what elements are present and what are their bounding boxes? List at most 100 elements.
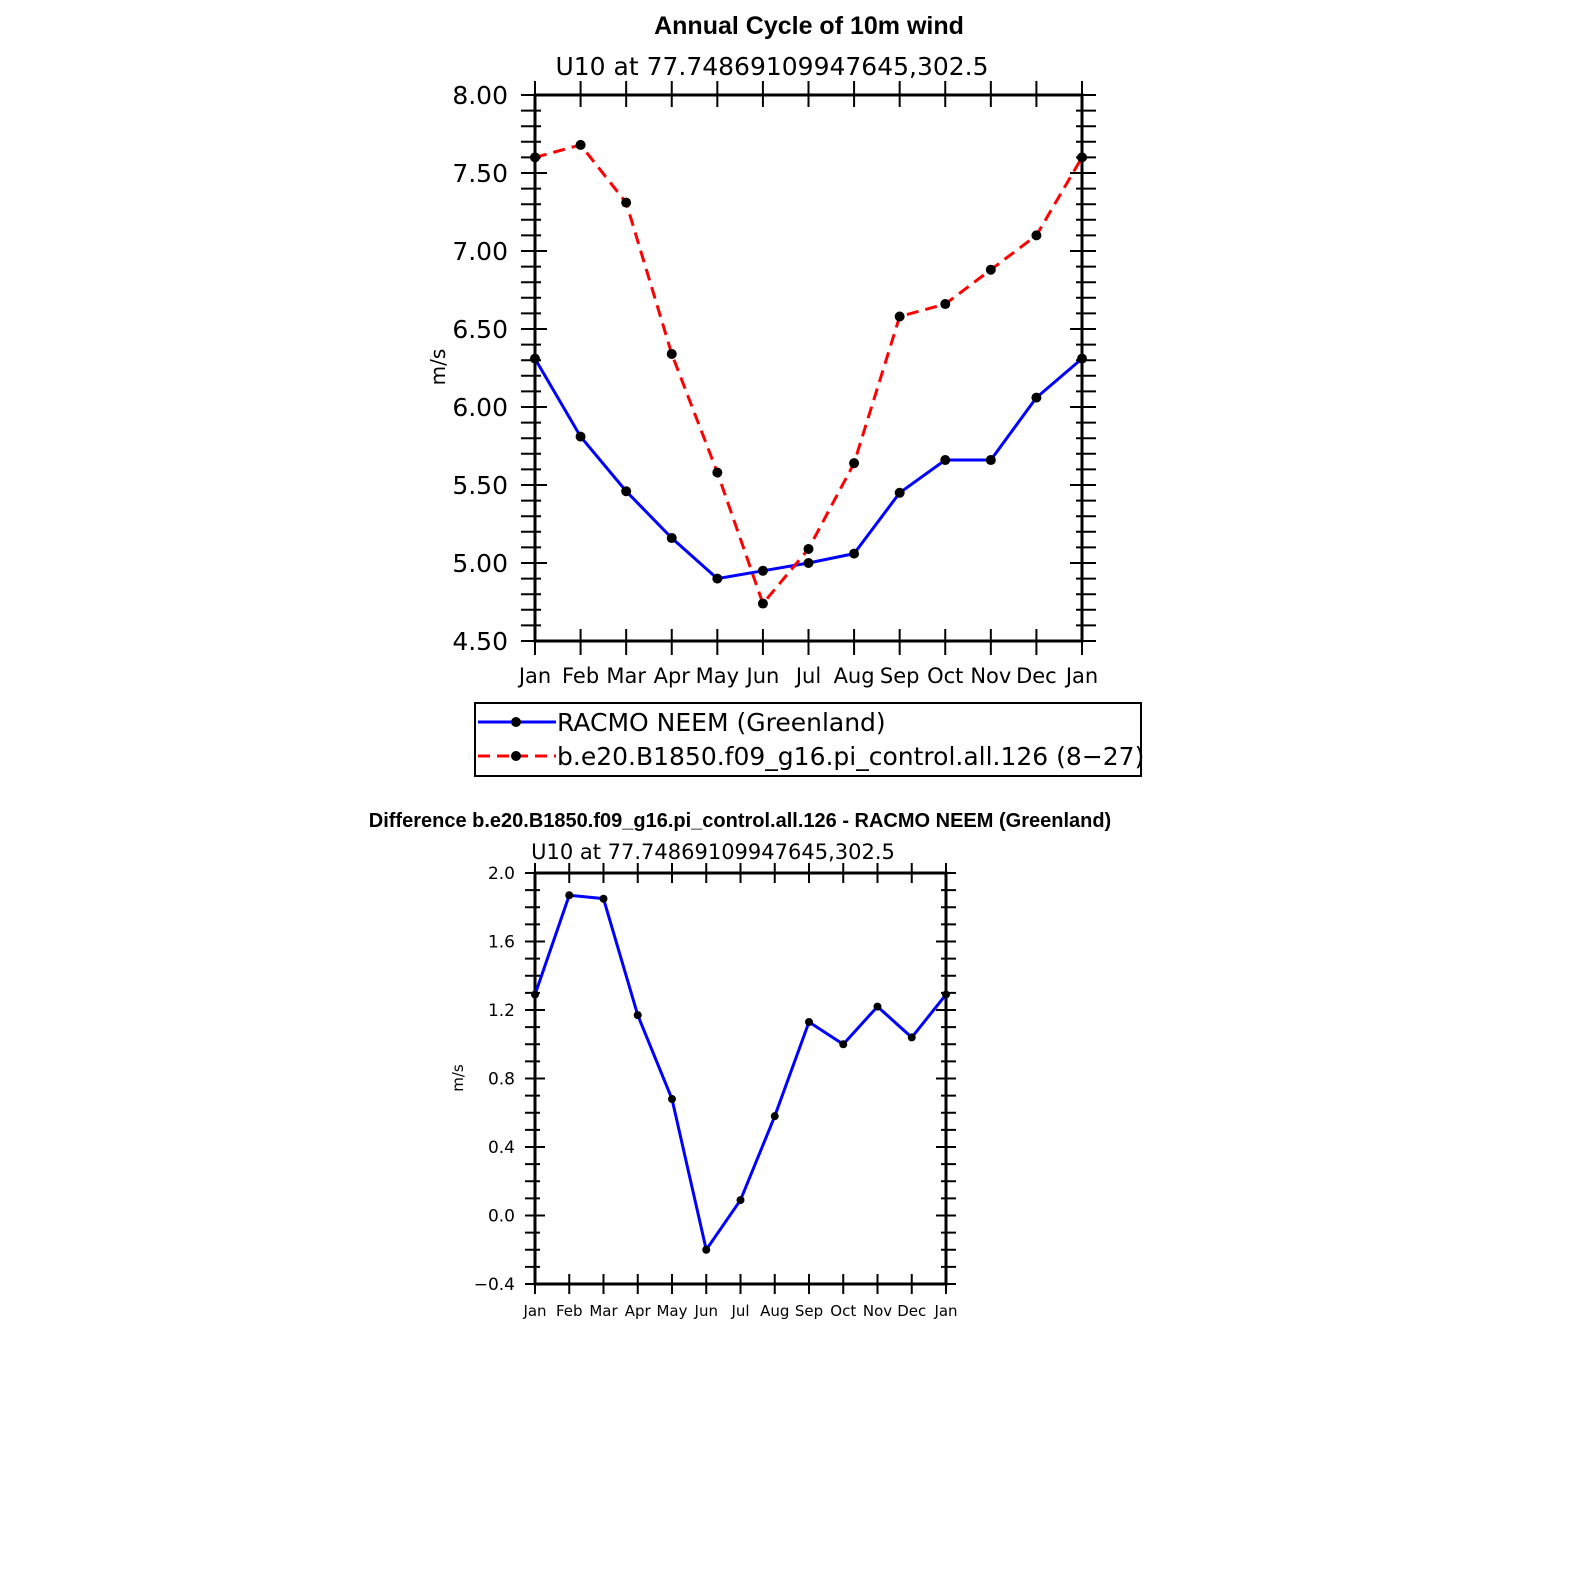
data-point xyxy=(873,1002,882,1011)
legend-marker-racmo xyxy=(511,717,521,727)
x-tick-label: Jan xyxy=(1064,664,1098,688)
data-point xyxy=(894,487,905,498)
data-point xyxy=(894,311,905,322)
y-axis-label: m/s xyxy=(426,349,450,386)
data-point xyxy=(702,1245,711,1254)
y-tick-label: 1.2 xyxy=(488,1001,515,1021)
series-line-1 xyxy=(534,143,1084,607)
legend-box xyxy=(474,702,1142,777)
data-point xyxy=(736,1196,745,1205)
data-point xyxy=(1077,353,1087,364)
data-point xyxy=(803,558,814,568)
x-tick-label: Dec xyxy=(897,1302,926,1320)
data-point xyxy=(803,543,814,554)
y-tick-label: 0.0 xyxy=(488,1207,515,1227)
x-tick-label: Nov xyxy=(863,1302,892,1320)
data-point xyxy=(1031,230,1042,241)
legend-marker-model xyxy=(511,751,521,761)
x-tick-label: Aug xyxy=(760,1302,789,1320)
x-tick-label: Jan xyxy=(517,664,551,688)
annual-cycle-chart: Annual Cycle of 10m wind U10 at 77.74869… xyxy=(426,12,1144,777)
y-tick-label: 7.00 xyxy=(452,237,508,266)
x-tick-label: Oct xyxy=(830,1302,856,1320)
chart-title: Difference b.e20.B1850.f09_g16.pi_contro… xyxy=(369,810,1111,832)
data-point xyxy=(907,1033,916,1042)
y-axis-label: m/s xyxy=(449,1064,467,1092)
data-point xyxy=(666,533,677,544)
x-tick-label: Nov xyxy=(970,664,1011,688)
x-tick-label: Jul xyxy=(730,1302,749,1320)
data-point xyxy=(940,455,951,466)
x-tick-labels: Jan Feb Mar Apr May Jun Jul Aug Sep Oct Nov Dec Jan xyxy=(522,1302,957,1320)
x-tick-label: Oct xyxy=(927,664,963,688)
axis-ticks xyxy=(525,863,956,1294)
series-group xyxy=(530,139,1087,609)
data-point xyxy=(770,1112,779,1121)
data-point xyxy=(1031,392,1042,403)
data-point xyxy=(712,467,723,478)
x-tick-label: Jun xyxy=(745,664,780,688)
data-point xyxy=(668,1095,676,1104)
data-point xyxy=(621,486,632,497)
chart-title: Annual Cycle of 10m wind xyxy=(654,12,964,40)
y-tick-label: 7.50 xyxy=(452,159,508,188)
legend-label-model: b.e20.B1850.f09_g16.pi_control.all.126 (… xyxy=(557,742,1144,771)
x-tick-label: Jan xyxy=(522,1302,546,1320)
data-point xyxy=(805,1017,813,1026)
data-point xyxy=(575,139,586,150)
y-tick-label: 6.50 xyxy=(452,315,508,344)
y-tick-label: 4.50 xyxy=(452,627,508,656)
y-tick-label: 5.50 xyxy=(452,471,508,500)
y-tick-label: 8.00 xyxy=(452,81,508,110)
x-tick-label: Jun xyxy=(694,1302,718,1320)
legend-label-racmo: RACMO NEEM (Greenland) xyxy=(557,708,886,737)
x-tick-label: Mar xyxy=(589,1302,618,1320)
data-point xyxy=(757,598,768,609)
data-point xyxy=(757,565,768,576)
difference-chart: Difference b.e20.B1850.f09_g16.pi_contro… xyxy=(369,810,1111,1320)
data-point xyxy=(621,197,632,208)
data-point xyxy=(942,990,950,999)
x-tick-label: Feb xyxy=(556,1302,583,1320)
data-point xyxy=(985,455,996,466)
y-tick-label: −0.4 xyxy=(474,1275,515,1295)
y-tick-label: 0.8 xyxy=(488,1070,515,1090)
y-tick-label: 1.6 xyxy=(488,933,515,953)
x-tick-label: Mar xyxy=(606,664,646,688)
plot-frame xyxy=(533,871,948,1286)
chart-subtitle: U10 at 77.74869109947645,302.5 xyxy=(531,840,895,864)
y-tick-label: 0.4 xyxy=(488,1138,515,1158)
data-point xyxy=(985,264,996,275)
y-tick-label: 5.00 xyxy=(452,549,508,578)
data-point xyxy=(530,353,540,364)
data-point xyxy=(530,152,540,163)
x-tick-label: Aug xyxy=(834,664,875,688)
data-point xyxy=(666,348,677,359)
data-point xyxy=(712,573,723,584)
x-tick-label: May xyxy=(656,1302,687,1320)
data-point xyxy=(565,891,574,900)
x-tick-label: Sep xyxy=(880,664,920,688)
data-point xyxy=(599,894,608,903)
x-tick-label: Feb xyxy=(562,664,599,688)
data-point xyxy=(839,1040,848,1049)
data-point xyxy=(940,299,951,310)
legend: RACMO NEEM (Greenland) b.e20.B1850.f09_g… xyxy=(474,702,1144,777)
x-tick-label: Jan xyxy=(933,1302,957,1320)
data-point xyxy=(849,548,860,559)
data-point xyxy=(633,1011,642,1020)
x-tick-label: May xyxy=(696,664,739,688)
y-tick-label: 2.0 xyxy=(488,864,515,884)
data-point xyxy=(849,458,860,469)
data-point xyxy=(531,990,539,999)
x-tick-label: Apr xyxy=(654,664,691,688)
x-tick-label: Dec xyxy=(1016,664,1057,688)
x-tick-label: Jul xyxy=(794,664,821,688)
series-group xyxy=(531,891,950,1254)
y-tick-labels: 4.50 5.00 5.50 6.00 6.50 7.00 7.50 8.00 xyxy=(452,81,508,656)
chart-subtitle: U10 at 77.74869109947645,302.5 xyxy=(555,52,988,81)
axis-ticks xyxy=(521,81,1096,655)
y-tick-label: 6.00 xyxy=(452,393,508,422)
x-tick-label: Apr xyxy=(625,1302,652,1320)
